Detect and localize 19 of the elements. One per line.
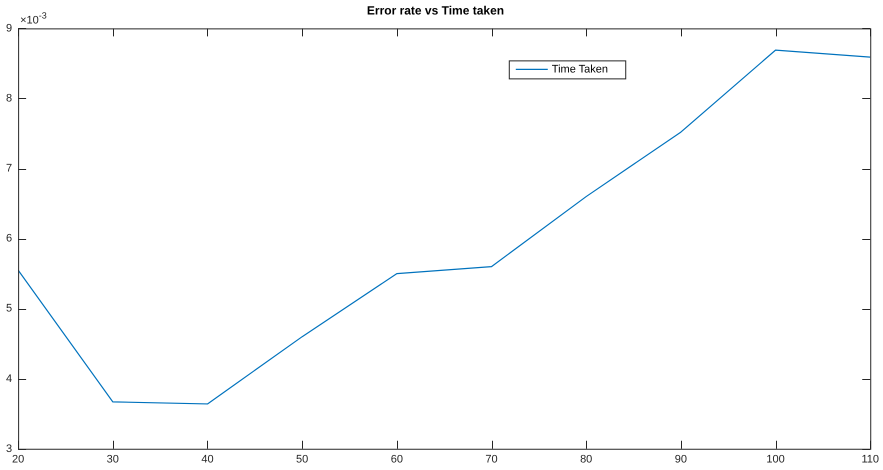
y-tick-label: 8 xyxy=(6,92,12,104)
x-tick-label: 100 xyxy=(766,453,785,466)
y-tick-label: 5 xyxy=(6,302,12,315)
x-tick-label: 50 xyxy=(296,453,308,466)
legend-label: Time Taken xyxy=(552,63,608,76)
x-tick-label: 80 xyxy=(580,453,592,466)
x-tick-label: 70 xyxy=(485,453,498,466)
y-tick-label: 6 xyxy=(6,232,12,245)
x-tick-label: 20 xyxy=(12,453,24,466)
x-tick-label: 30 xyxy=(106,453,119,466)
x-tick-label: 60 xyxy=(390,453,403,466)
y-tick-label: 7 xyxy=(6,162,12,175)
chart-title: Error rate vs Time taken xyxy=(366,4,504,18)
x-tick-label: 110 xyxy=(861,453,880,466)
y-tick-label: 4 xyxy=(6,372,12,385)
y-tick-label: 9 xyxy=(6,22,12,34)
x-tick-label: 90 xyxy=(674,453,687,466)
x-tick-label: 40 xyxy=(201,453,214,466)
y-tick-label: 3 xyxy=(6,442,12,455)
